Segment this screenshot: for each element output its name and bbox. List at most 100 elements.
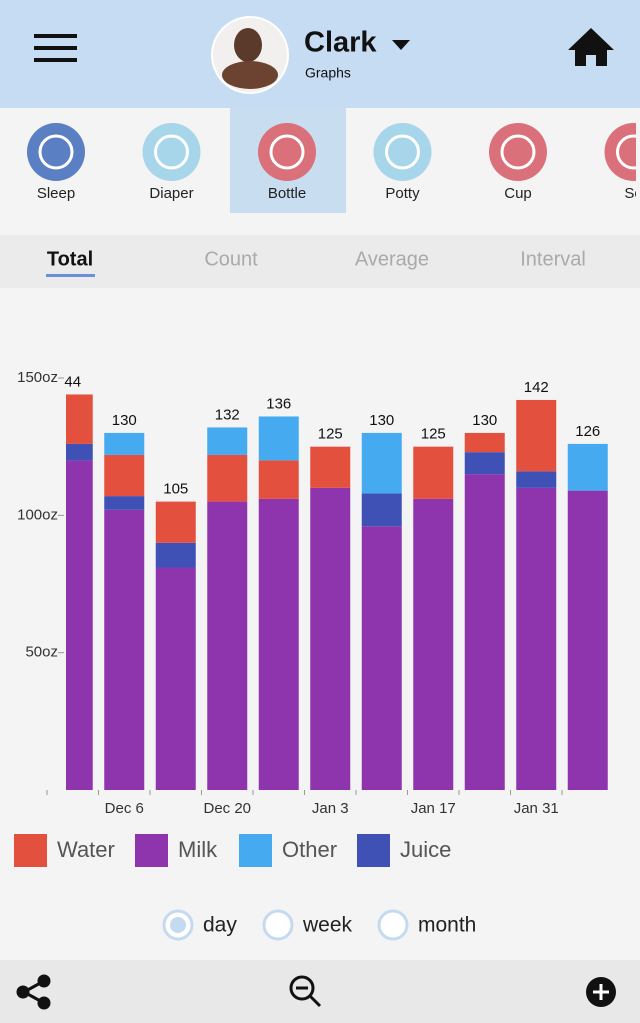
x-tick-label: Dec 20 xyxy=(203,800,251,817)
nav-icon[interactable] xyxy=(142,123,201,181)
bar-segment xyxy=(516,471,557,488)
x-tick-label: Jan 3 xyxy=(312,800,349,817)
bottom-bar xyxy=(0,960,640,1023)
x-tick-label: Jan 31 xyxy=(514,800,559,817)
y-tick-label: 100oz xyxy=(17,506,58,523)
nav-icon[interactable] xyxy=(373,123,432,181)
tab[interactable]: Average xyxy=(355,248,429,270)
home-button[interactable] xyxy=(568,28,614,66)
bar-segment xyxy=(258,416,299,461)
total-label: 44 xyxy=(64,373,81,390)
bar-segment xyxy=(155,542,196,568)
nav-icon-inner xyxy=(269,134,305,170)
bar-segment xyxy=(258,460,299,499)
bar-segment xyxy=(413,498,454,790)
share-button[interactable] xyxy=(16,974,51,1010)
bar-segment xyxy=(207,427,248,455)
total-label: 136 xyxy=(266,395,291,412)
zoom-out-button[interactable] xyxy=(289,975,322,1008)
bar-segment xyxy=(361,526,402,790)
y-tick-label: 50oz xyxy=(25,644,58,661)
y-tick-label: 150oz xyxy=(17,369,58,386)
radio-label[interactable]: week xyxy=(302,914,353,937)
nav-icon[interactable] xyxy=(27,123,85,181)
plot xyxy=(66,394,608,790)
nav-icon-inner xyxy=(616,134,636,170)
tab[interactable]: Count xyxy=(204,248,258,270)
bar-segment xyxy=(104,454,145,497)
bar-segment xyxy=(66,443,93,461)
header xyxy=(0,0,640,108)
nav-label[interactable]: So xyxy=(624,185,640,202)
total-label: 130 xyxy=(369,412,394,429)
total-label: 132 xyxy=(215,406,240,423)
bar-segment xyxy=(516,487,557,790)
bar-segment xyxy=(310,487,351,790)
bar-segment xyxy=(66,394,93,444)
bar-segment xyxy=(207,501,248,790)
tab-bar xyxy=(0,235,640,288)
bar-segment xyxy=(104,496,145,510)
bar-segment xyxy=(66,460,93,790)
nav-icon-inner xyxy=(38,134,74,170)
menu-button[interactable] xyxy=(34,34,77,62)
bar-segment xyxy=(361,493,402,527)
nav-icon-inner xyxy=(154,134,189,170)
nav-label[interactable]: Diaper xyxy=(149,185,193,202)
nav-label[interactable]: Cup xyxy=(504,185,532,202)
radio[interactable] xyxy=(262,909,294,941)
x-tick-label: Jan 17 xyxy=(411,800,456,817)
bar-segment xyxy=(567,443,608,491)
bar-segment xyxy=(361,432,402,494)
legend-label: Water xyxy=(57,837,115,862)
dropdown-arrow[interactable] xyxy=(392,40,410,50)
legend-label: Milk xyxy=(178,837,218,862)
bar-segment xyxy=(258,498,299,790)
total-label: 126 xyxy=(575,423,600,440)
total-label: 130 xyxy=(112,412,137,429)
tab[interactable]: Interval xyxy=(520,248,586,270)
legend-swatch xyxy=(239,834,272,867)
bar-segment xyxy=(516,399,557,472)
bar-segment xyxy=(207,454,248,502)
nav-label[interactable]: Potty xyxy=(385,185,420,202)
tab[interactable]: Total xyxy=(47,248,93,270)
legend-swatch xyxy=(14,834,47,867)
nav-icon-inner xyxy=(500,134,536,170)
radio-label[interactable]: day xyxy=(203,914,237,937)
nav-icon-inner xyxy=(385,134,420,170)
radio[interactable] xyxy=(377,909,409,941)
total-label: 142 xyxy=(524,379,549,396)
total-label: 125 xyxy=(421,426,446,443)
tab-indicator xyxy=(46,274,95,277)
bar-segment xyxy=(310,446,351,488)
add-button[interactable] xyxy=(586,977,616,1007)
bar-segment xyxy=(155,567,196,790)
total-label: 125 xyxy=(318,426,343,443)
nav-icon[interactable] xyxy=(489,123,547,181)
nav-label[interactable]: Bottle xyxy=(268,185,306,202)
bar-segment xyxy=(104,432,145,455)
avatar[interactable] xyxy=(210,15,290,95)
profile-name[interactable]: Clark xyxy=(304,27,377,59)
total-label: 130 xyxy=(472,412,497,429)
legend-label: Juice xyxy=(400,837,451,862)
radio-dot xyxy=(170,917,186,933)
bar-segment xyxy=(567,490,608,790)
bar-segment xyxy=(464,452,505,475)
bar-segment xyxy=(464,474,505,790)
total-label: 105 xyxy=(163,481,188,498)
legend-swatch xyxy=(135,834,168,867)
bar-segment xyxy=(413,446,454,499)
radio-label[interactable]: month xyxy=(418,914,476,937)
legend-swatch xyxy=(357,834,390,867)
legend-label: Other xyxy=(282,837,337,862)
x-tick-label: Dec 6 xyxy=(105,800,144,817)
nav-icon[interactable] xyxy=(258,123,316,181)
bar-segment xyxy=(104,509,145,790)
nav-label[interactable]: Sleep xyxy=(37,185,75,202)
bar-segment xyxy=(464,432,505,453)
subtitle: Graphs xyxy=(305,65,351,81)
